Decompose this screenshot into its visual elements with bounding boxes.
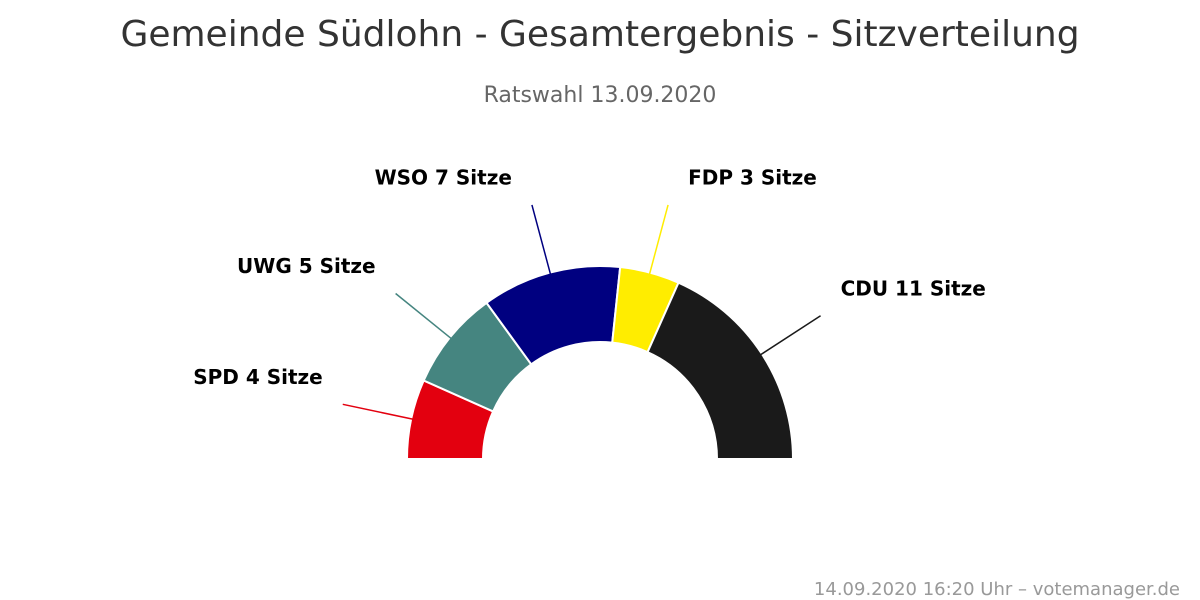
credits[interactable]: 14.09.2020 16:20 Uhr – votemanager.de (814, 579, 1180, 600)
data-label: WSO 7 Sitze (375, 165, 512, 189)
chart-title: Gemeinde Südlohn - Gesamtergebnis - Sitz… (120, 14, 1079, 55)
connector (395, 292, 453, 340)
data-label: SPD 4 Sitze (193, 365, 323, 389)
connector (342, 403, 414, 421)
data-label: CDU 11 Sitze (841, 276, 986, 300)
chart-subtitle: Ratswahl 13.09.2020 (484, 83, 717, 108)
connector (648, 204, 669, 275)
seat-segment (646, 281, 795, 460)
connector (759, 315, 821, 356)
data-label: FDP 3 Sitze (688, 165, 817, 189)
data-label: UWG 5 Sitze (237, 254, 376, 278)
connector (531, 204, 552, 275)
